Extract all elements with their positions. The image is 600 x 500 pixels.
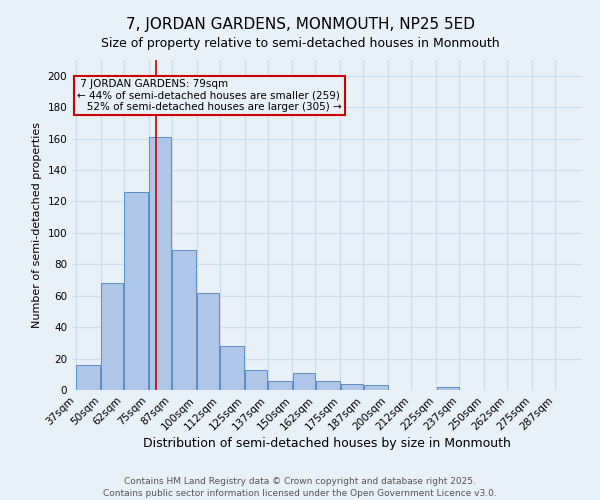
Bar bbox=[245, 370, 267, 390]
Bar bbox=[197, 292, 220, 390]
Bar bbox=[341, 384, 363, 390]
Bar bbox=[101, 283, 124, 390]
Bar bbox=[437, 387, 459, 390]
Bar bbox=[316, 380, 340, 390]
Bar bbox=[172, 250, 196, 390]
Bar bbox=[268, 380, 292, 390]
Bar bbox=[364, 386, 388, 390]
Bar bbox=[220, 346, 244, 390]
X-axis label: Distribution of semi-detached houses by size in Monmouth: Distribution of semi-detached houses by … bbox=[143, 438, 511, 450]
Text: Size of property relative to semi-detached houses in Monmouth: Size of property relative to semi-detach… bbox=[101, 38, 499, 51]
Y-axis label: Number of semi-detached properties: Number of semi-detached properties bbox=[32, 122, 42, 328]
Text: Contains HM Land Registry data © Crown copyright and database right 2025.
Contai: Contains HM Land Registry data © Crown c… bbox=[103, 476, 497, 498]
Bar bbox=[149, 137, 172, 390]
Text: 7, JORDAN GARDENS, MONMOUTH, NP25 5ED: 7, JORDAN GARDENS, MONMOUTH, NP25 5ED bbox=[125, 18, 475, 32]
Bar bbox=[76, 365, 100, 390]
Text: 7 JORDAN GARDENS: 79sqm
← 44% of semi-detached houses are smaller (259)
   52% o: 7 JORDAN GARDENS: 79sqm ← 44% of semi-de… bbox=[77, 79, 341, 112]
Bar bbox=[124, 192, 148, 390]
Bar bbox=[293, 372, 315, 390]
